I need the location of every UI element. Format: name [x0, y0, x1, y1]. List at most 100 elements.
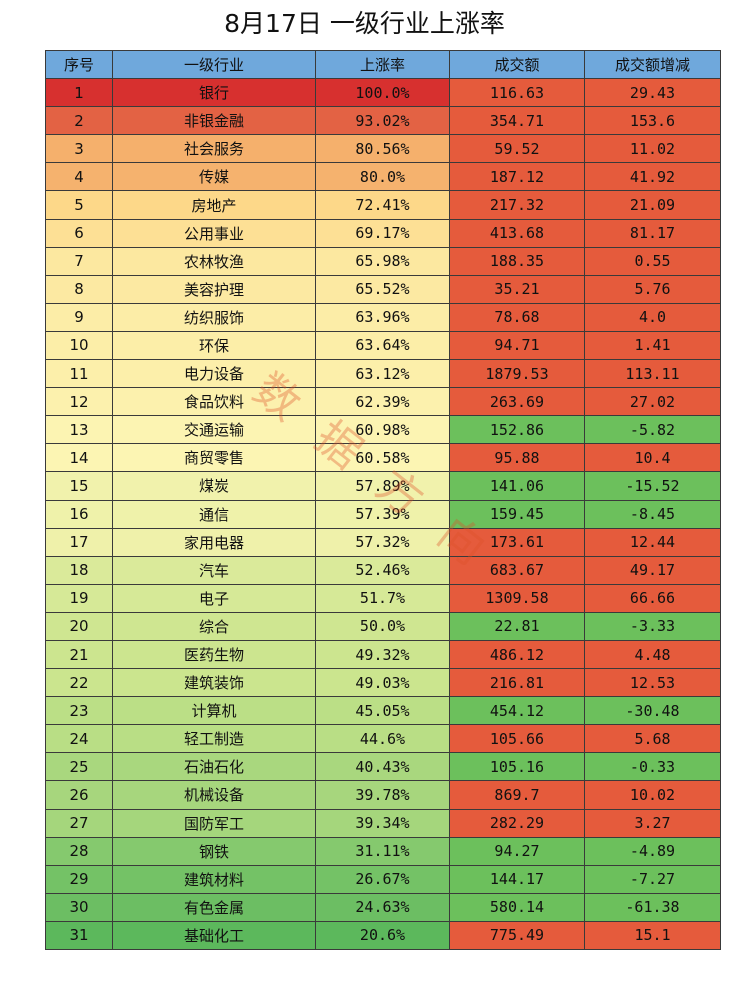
table-row: 1 银行 100.0% 116.63 29.43: [45, 78, 721, 108]
row-index: 27: [45, 808, 113, 838]
row-rise-rate: 72.41%: [315, 190, 450, 220]
row-industry: 有色金属: [112, 892, 316, 922]
row-rise-rate: 50.0%: [315, 611, 450, 641]
table-row: 31 基础化工 20.6% 775.49 15.1: [45, 920, 721, 951]
row-turnover: 94.71: [449, 330, 585, 361]
row-industry: 通信: [112, 499, 316, 529]
row-turnover: 1309.58: [449, 583, 585, 613]
row-turnover-change: 12.53: [584, 668, 721, 698]
row-turnover-change: -61.38: [584, 892, 721, 922]
row-rise-rate: 24.63%: [315, 892, 450, 922]
row-rise-rate: 80.56%: [315, 134, 450, 164]
row-rise-rate: 60.98%: [315, 415, 450, 445]
row-industry: 非银金融: [112, 106, 316, 136]
row-industry: 国防军工: [112, 808, 316, 838]
row-turnover-change: 0.55: [584, 246, 721, 276]
row-turnover: 95.88: [449, 443, 585, 473]
row-rise-rate: 65.98%: [315, 246, 450, 276]
table-row: 15 煤炭 57.89% 141.06 -15.52: [45, 471, 721, 501]
row-index: 31: [45, 920, 113, 951]
row-index: 29: [45, 864, 113, 894]
row-turnover-change: 3.27: [584, 808, 721, 838]
row-turnover-change: 81.17: [584, 218, 721, 248]
row-turnover: 141.06: [449, 471, 585, 501]
row-turnover-change: 113.11: [584, 359, 721, 389]
row-turnover: 59.52: [449, 134, 585, 164]
row-rise-rate: 57.39%: [315, 499, 450, 529]
table-row: 2 非银金融 93.02% 354.71 153.6: [45, 106, 721, 136]
row-index: 9: [45, 302, 113, 332]
table-row: 14 商贸零售 60.58% 95.88 10.4: [45, 443, 721, 473]
row-index: 17: [45, 527, 113, 557]
row-turnover-change: 21.09: [584, 190, 721, 220]
row-turnover: 144.17: [449, 864, 585, 894]
table-row: 24 轻工制造 44.6% 105.66 5.68: [45, 724, 721, 754]
row-rise-rate: 39.78%: [315, 780, 450, 810]
row-turnover-change: -15.52: [584, 471, 721, 501]
row-rise-rate: 63.96%: [315, 302, 450, 332]
row-industry: 煤炭: [112, 471, 316, 501]
row-index: 25: [45, 752, 113, 782]
row-rise-rate: 51.7%: [315, 583, 450, 613]
table-row: 22 建筑装饰 49.03% 216.81 12.53: [45, 668, 721, 698]
row-turnover-change: 29.43: [584, 78, 721, 108]
row-rise-rate: 63.64%: [315, 330, 450, 361]
row-turnover-change: 49.17: [584, 555, 721, 585]
row-index: 5: [45, 190, 113, 220]
row-index: 18: [45, 555, 113, 585]
row-industry: 环保: [112, 330, 316, 361]
row-turnover-change: 41.92: [584, 162, 721, 192]
row-turnover: 22.81: [449, 611, 585, 641]
row-industry: 传媒: [112, 162, 316, 192]
row-rise-rate: 57.89%: [315, 471, 450, 501]
row-index: 16: [45, 499, 113, 529]
row-index: 3: [45, 134, 113, 164]
row-rise-rate: 31.11%: [315, 836, 450, 866]
row-industry: 钢铁: [112, 836, 316, 866]
table-body: 1 银行 100.0% 116.63 29.43 2 非银金融 93.02% 354.71 153…: [45, 78, 721, 951]
row-turnover-change: -4.89: [584, 836, 721, 866]
row-industry: 商贸零售: [112, 443, 316, 473]
table-row: 3 社会服务 80.56% 59.52 11.02: [45, 134, 721, 164]
table-row: 27 国防军工 39.34% 282.29 3.27: [45, 808, 721, 838]
row-rise-rate: 65.52%: [315, 274, 450, 304]
row-index: 22: [45, 668, 113, 698]
table-row: 5 房地产 72.41% 217.32 21.09: [45, 190, 721, 220]
row-index: 26: [45, 780, 113, 810]
table-row: 11 电力设备 63.12% 1879.53 113.11: [45, 359, 721, 389]
row-industry: 纺织服饰: [112, 302, 316, 332]
table-row: 30 有色金属 24.63% 580.14 -61.38: [45, 892, 721, 922]
row-industry: 机械设备: [112, 780, 316, 810]
row-turnover: 216.81: [449, 668, 585, 698]
header-turnover-change: 成交额增减: [584, 49, 721, 80]
row-index: 1: [45, 78, 113, 108]
row-industry: 家用电器: [112, 527, 316, 557]
row-index: 13: [45, 415, 113, 445]
row-turnover-change: 27.02: [584, 387, 721, 417]
row-turnover: 152.86: [449, 415, 585, 445]
row-rise-rate: 39.34%: [315, 808, 450, 838]
row-turnover: 187.12: [449, 162, 585, 192]
row-turnover-change: -8.45: [584, 499, 721, 529]
page-title: 8月17日 一级行业上涨率: [224, 9, 505, 38]
row-index: 30: [45, 892, 113, 922]
row-rise-rate: 80.0%: [315, 162, 450, 192]
table-row: 21 医药生物 49.32% 486.12 4.48: [45, 639, 721, 670]
row-turnover: 869.7: [449, 780, 585, 810]
row-turnover-change: -7.27: [584, 864, 721, 894]
row-turnover: 217.32: [449, 190, 585, 220]
row-industry: 轻工制造: [112, 724, 316, 754]
table-row: 28 钢铁 31.11% 94.27 -4.89: [45, 836, 721, 866]
table-row: 9 纺织服饰 63.96% 78.68 4.0: [45, 302, 721, 332]
table-row: 16 通信 57.39% 159.45 -8.45: [45, 499, 721, 529]
row-turnover-change: -0.33: [584, 752, 721, 782]
row-index: 20: [45, 611, 113, 641]
header-turnover: 成交额: [449, 49, 585, 80]
table-row: 20 综合 50.0% 22.81 -3.33: [45, 611, 721, 641]
row-rise-rate: 44.6%: [315, 724, 450, 754]
row-index: 28: [45, 836, 113, 866]
row-rise-rate: 57.32%: [315, 527, 450, 557]
row-industry: 建筑装饰: [112, 668, 316, 698]
row-index: 21: [45, 639, 113, 670]
table-row: 19 电子 51.7% 1309.58 66.66: [45, 583, 721, 613]
